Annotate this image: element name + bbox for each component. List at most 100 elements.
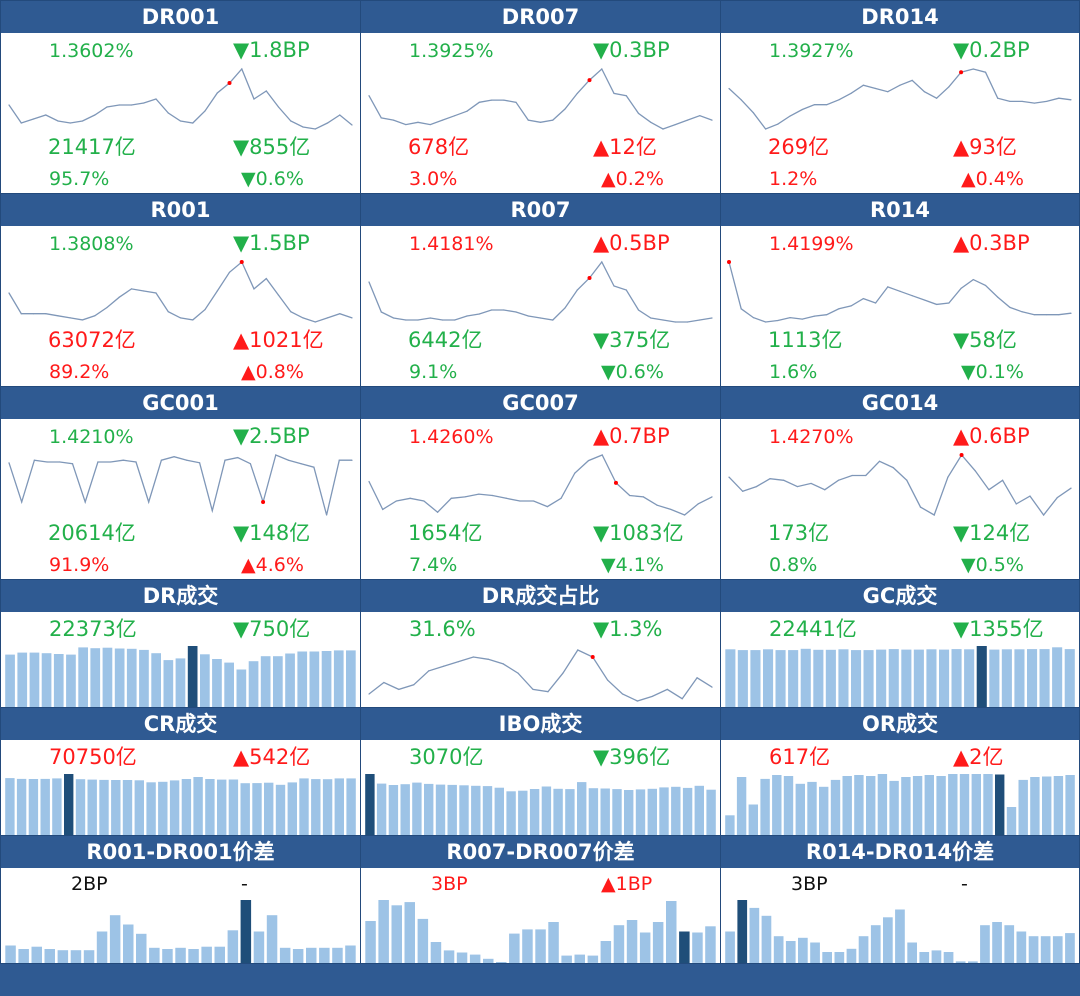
- bar: [443, 950, 455, 963]
- panel-gc-volume: GC成交 22441亿 ▼1355亿: [720, 579, 1080, 708]
- data-point: [1009, 306, 1011, 308]
- latest-point-marker: [959, 70, 964, 75]
- data-point: [192, 122, 194, 124]
- data-point: [564, 307, 566, 309]
- data-point: [441, 319, 444, 321]
- data-point: [765, 128, 767, 130]
- volume-value: 63072亿: [48, 328, 136, 352]
- data-point: [503, 309, 505, 311]
- data-point: [204, 308, 206, 311]
- summary-change: -: [241, 873, 248, 895]
- rate-change: ▼0.2BP: [953, 38, 1030, 62]
- rate-change: ▲0.5BP: [593, 231, 670, 255]
- latest-point-marker: [239, 260, 244, 264]
- panel-dr014: DR014 1.3927% ▼0.2BP 269亿 ▲93亿 1.2% ▲0.4%: [720, 0, 1080, 194]
- data-point: [625, 289, 627, 291]
- bar: [240, 783, 250, 835]
- rate-change: ▼1.8BP: [233, 38, 310, 62]
- data-point: [988, 489, 990, 491]
- volume-change: ▼855亿: [233, 135, 311, 159]
- data-point: [837, 479, 840, 481]
- bar: [924, 775, 934, 835]
- data-point: [81, 319, 84, 321]
- data-point: [662, 319, 664, 321]
- panel-title: DR成交: [1, 580, 360, 612]
- data-point: [313, 466, 315, 468]
- bar: [863, 650, 874, 707]
- summary-change: ▼750亿: [233, 617, 311, 641]
- data-point: [851, 474, 853, 477]
- bar: [548, 922, 559, 963]
- rate-value: 1.3602%: [49, 40, 134, 62]
- bar: [87, 779, 97, 835]
- latest-point-marker: [261, 499, 266, 504]
- volume-change: ▼58亿: [953, 328, 1017, 352]
- bar: [99, 779, 109, 835]
- bar: [529, 789, 540, 835]
- data-point: [237, 457, 239, 459]
- data-point: [539, 317, 542, 319]
- bar: [506, 791, 516, 835]
- volume-change: ▼375亿: [593, 328, 671, 352]
- data-point: [878, 460, 881, 462]
- panel-title: R007-DR007价差: [361, 836, 720, 868]
- bar: [1006, 807, 1017, 835]
- series-line: [728, 261, 1072, 323]
- data-point: [769, 478, 771, 480]
- data-point: [179, 317, 182, 319]
- summary-change: ▲542亿: [233, 745, 311, 769]
- bar: [162, 949, 173, 963]
- panel-title: R014-DR014价差: [721, 836, 1079, 868]
- bar: [28, 779, 39, 835]
- data-point: [368, 281, 370, 283]
- bar: [319, 947, 330, 963]
- data-point: [527, 315, 529, 317]
- bar: [748, 804, 758, 835]
- bar: [17, 652, 28, 707]
- bar: [851, 650, 862, 707]
- data-point: [442, 665, 445, 667]
- data-point: [850, 92, 852, 94]
- latest-bar: [187, 646, 198, 707]
- bar-chart: [725, 774, 1075, 835]
- bar: [273, 656, 283, 707]
- bar: [175, 658, 186, 707]
- data-point: [601, 68, 603, 70]
- bar: [136, 933, 147, 963]
- panel-title: IBO成交: [361, 708, 720, 740]
- bar: [1040, 936, 1051, 963]
- bar: [114, 648, 125, 707]
- data-point: [1033, 314, 1035, 316]
- latest-point-marker: [590, 654, 595, 659]
- bar: [158, 781, 168, 835]
- series-line: [368, 454, 713, 516]
- bar: [236, 669, 247, 707]
- series-line: [728, 68, 1072, 130]
- data-point: [118, 104, 120, 106]
- data-point: [351, 124, 353, 126]
- data-point: [923, 91, 926, 93]
- volume-change: ▼1083亿: [593, 521, 684, 545]
- bar: [830, 779, 841, 835]
- bar: [652, 922, 664, 963]
- data-point: [656, 504, 658, 506]
- bar: [260, 656, 271, 707]
- data-point: [960, 287, 962, 289]
- bar: [635, 789, 646, 835]
- data-point: [33, 459, 36, 461]
- bar: [877, 774, 888, 835]
- data-point: [290, 120, 292, 122]
- data-point: [20, 122, 22, 124]
- data-point: [380, 117, 382, 119]
- bar: [334, 778, 344, 835]
- data-point: [711, 317, 713, 319]
- bar: [577, 782, 587, 835]
- bar: [224, 662, 234, 707]
- bar: [430, 942, 442, 963]
- bar: [309, 651, 320, 707]
- data-point: [490, 99, 493, 101]
- share-change: ▼0.6%: [241, 168, 304, 190]
- bar: [565, 789, 575, 835]
- data-point: [813, 104, 816, 106]
- data-point: [681, 698, 683, 700]
